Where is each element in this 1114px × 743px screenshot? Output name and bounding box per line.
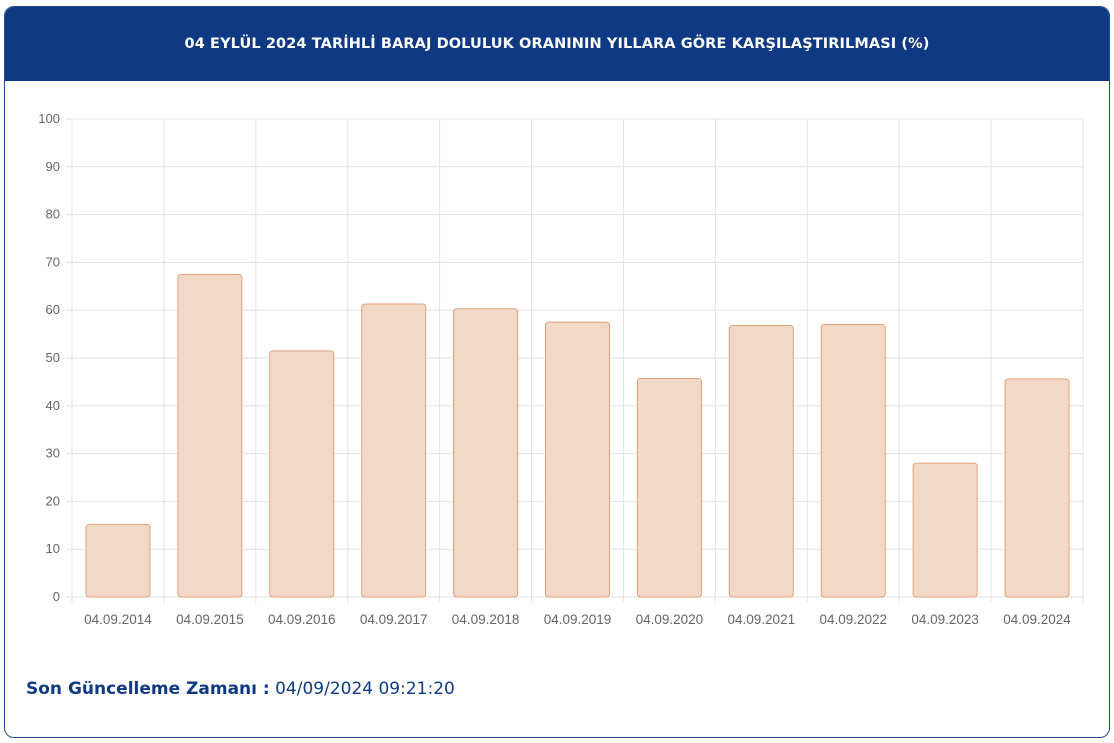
x-tick-label: 04.09.2021 bbox=[728, 612, 796, 627]
last-update-label: Son Güncelleme Zamanı : bbox=[26, 679, 270, 699]
bar bbox=[177, 273, 243, 598]
x-tick-label: 04.09.2015 bbox=[176, 612, 244, 627]
x-tick-label: 04.09.2020 bbox=[636, 612, 704, 627]
x-tick-label: 04.09.2016 bbox=[268, 612, 336, 627]
x-tick-label: 04.09.2023 bbox=[911, 612, 979, 627]
bar bbox=[545, 321, 610, 598]
bar bbox=[820, 324, 886, 598]
y-tick-label: 50 bbox=[46, 350, 60, 365]
card-header: 04 EYLÜL 2024 TARİHLİ BARAJ DOLULUK ORAN… bbox=[5, 7, 1109, 81]
x-tick-label: 04.09.2017 bbox=[360, 612, 428, 627]
last-update: Son Güncelleme Zamanı : 04/09/2024 09:21… bbox=[26, 679, 455, 699]
bar bbox=[361, 303, 427, 598]
y-tick-label: 10 bbox=[46, 541, 60, 556]
y-tick-label: 90 bbox=[46, 159, 60, 174]
x-tick-label: 04.09.2019 bbox=[544, 612, 612, 627]
y-tick-label: 40 bbox=[46, 398, 60, 413]
y-tick-label: 30 bbox=[46, 446, 60, 461]
bar bbox=[912, 462, 978, 598]
bar bbox=[453, 308, 519, 598]
bar bbox=[636, 378, 702, 598]
last-update-value: 04/09/2024 09:21:20 bbox=[275, 679, 455, 699]
y-tick-label: 20 bbox=[46, 493, 60, 508]
y-tick-label: 100 bbox=[38, 111, 60, 126]
y-tick-label: 60 bbox=[46, 302, 60, 317]
x-tick-label: 04.09.2022 bbox=[819, 612, 887, 627]
bar bbox=[1004, 378, 1070, 598]
x-tick-label: 04.09.2014 bbox=[84, 612, 152, 627]
y-tick-label: 0 bbox=[53, 589, 60, 604]
bar bbox=[85, 523, 151, 598]
chart-title: 04 EYLÜL 2024 TARİHLİ BARAJ DOLULUK ORAN… bbox=[184, 36, 930, 52]
y-tick-label: 80 bbox=[46, 207, 60, 222]
y-tick-label: 70 bbox=[46, 254, 60, 269]
x-tick-label: 04.09.2018 bbox=[452, 612, 520, 627]
bar bbox=[728, 324, 794, 598]
x-tick-label: 04.09.2024 bbox=[1003, 612, 1071, 627]
bar bbox=[269, 350, 335, 598]
